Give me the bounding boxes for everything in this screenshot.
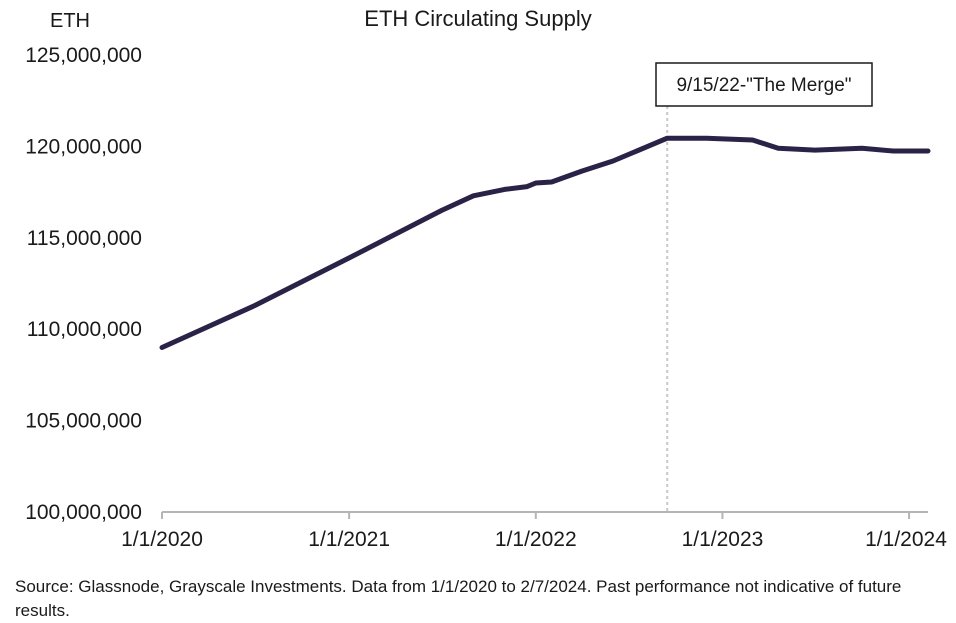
x-tick-label: 1/1/2021 [308,528,390,551]
chart-title: ETH Circulating Supply [364,6,591,31]
y-tick-label: 110,000,000 [27,318,142,341]
series-line [159,135,931,350]
annotation-label: 9/15/22-"The Merge" [676,75,851,96]
x-tick-label: 1/1/2022 [495,528,577,551]
x-axis: 1/1/2020 1/1/2021 1/1/2022 1/1/2023 1/1/2024 [121,511,947,551]
y-axis-title: ETH [50,10,90,32]
y-axis-ticks: 100,000,000 105,000,000 110,000,000 115,000… [25,44,142,524]
eth-supply-chart: ETH ETH Circulating Supply 100,000,00010… [25,6,947,551]
x-tick-label: 1/1/2024 [865,528,947,551]
y-tick-label: 115,000,000 [27,227,142,250]
merge-annotation: 9/15/22-"The Merge" [655,62,873,107]
y-tick-label: 120,000,000 [25,135,142,158]
y-tick-label: 100,000,000 [25,501,142,524]
annotation-box [655,62,873,107]
source-note: Source: Glassnode, Grayscale Investments… [15,577,902,620]
x-tick-label: 1/1/2023 [682,528,764,551]
y-tick-label: 105,000,000 [25,410,142,433]
y-tick-label: 125,000,000 [25,44,142,67]
x-tick-label: 1/1/2020 [121,528,203,551]
